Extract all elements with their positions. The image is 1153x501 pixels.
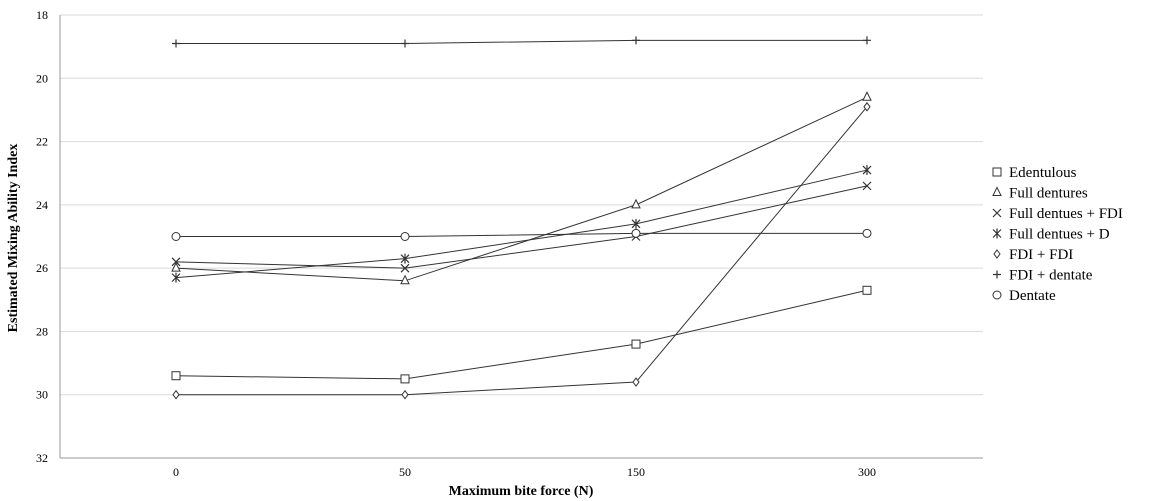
data-point <box>862 165 872 176</box>
series-line <box>175 96 868 282</box>
x-tick-labels: 0 50 150 300 <box>173 465 876 479</box>
series-plus <box>172 36 871 48</box>
data-point <box>631 198 641 209</box>
y-tick-label: 22 <box>36 135 48 149</box>
data-point <box>992 186 1002 196</box>
series-line <box>176 232 867 237</box>
legend: Edentulous Full dentures Full dentues + FD… <box>992 165 1123 304</box>
y-tick-label: 26 <box>36 261 48 275</box>
data-point <box>632 377 640 387</box>
data-point <box>992 228 1002 239</box>
x-tick-label: 150 <box>627 465 645 479</box>
series-group <box>171 36 872 400</box>
series-line <box>175 169 868 279</box>
data-point <box>171 257 181 267</box>
y-axis-title: Estimated Mixing Ability Index <box>6 144 21 333</box>
legend-item: FDI + FDI <box>993 247 1073 263</box>
data-point <box>862 91 872 101</box>
legend-item: Dentate <box>992 288 1056 304</box>
y-tick-label: 28 <box>36 324 48 338</box>
y-tick-label: 32 <box>36 451 48 465</box>
series-circle <box>171 228 872 241</box>
data-point <box>862 181 872 191</box>
data-point <box>631 228 641 238</box>
series-triangle <box>171 91 872 285</box>
legend-label: Edentulous <box>1009 165 1077 181</box>
y-tick-label: 30 <box>36 388 48 402</box>
y-tick-label: 18 <box>36 8 48 22</box>
legend-label: Full dentures <box>1009 186 1088 202</box>
data-point <box>171 371 181 381</box>
data-point <box>401 389 409 400</box>
legend-item: Full dentues + D <box>992 227 1110 243</box>
data-point <box>992 290 1002 300</box>
data-point <box>993 249 1001 259</box>
x-tick-label: 50 <box>399 465 411 479</box>
data-point <box>171 232 181 241</box>
legend-label: Full dentues + D <box>1009 227 1110 243</box>
data-point <box>631 218 641 229</box>
series-line <box>176 39 867 44</box>
series-square <box>171 285 872 384</box>
x-axis-title: Maximum bite force (N) <box>449 484 594 499</box>
data-point <box>992 167 1002 177</box>
data-point <box>992 208 1002 218</box>
legend-item: Full dentures <box>992 186 1088 202</box>
data-point <box>631 339 641 349</box>
data-point <box>400 263 410 273</box>
y-tick-label: 24 <box>36 198 48 212</box>
series-diamond <box>172 101 871 400</box>
legend-label: FDI + dentate <box>1009 268 1093 284</box>
x-tick-label: 0 <box>173 465 179 479</box>
data-point <box>862 228 872 238</box>
data-point <box>862 285 872 295</box>
data-point <box>632 36 640 45</box>
data-point <box>171 272 181 283</box>
data-point <box>401 39 409 48</box>
data-point <box>400 253 410 264</box>
data-point <box>172 39 180 48</box>
data-point <box>400 274 410 285</box>
data-point <box>993 270 1001 279</box>
data-point <box>400 232 410 241</box>
data-point <box>171 262 181 272</box>
x-tick-label: 300 <box>858 465 876 479</box>
series-line <box>175 289 868 380</box>
legend-item: Edentulous <box>992 165 1077 181</box>
y-tick-labels: 18 20 22 24 26 28 30 32 <box>36 8 48 465</box>
legend-label: Full dentues + FDI <box>1009 206 1123 222</box>
data-point <box>863 101 871 112</box>
series-line <box>175 185 868 269</box>
legend-label: FDI + FDI <box>1009 247 1073 263</box>
series-line <box>176 106 868 396</box>
y-tick-label: 20 <box>36 71 48 85</box>
axes <box>59 15 983 459</box>
legend-label: Dentate <box>1009 288 1056 304</box>
legend-item: Full dentues + FDI <box>992 206 1123 222</box>
data-point <box>863 36 871 45</box>
series-star <box>171 165 872 283</box>
data-point <box>172 389 180 400</box>
legend-item: FDI + dentate <box>993 268 1093 284</box>
data-point <box>400 374 410 384</box>
